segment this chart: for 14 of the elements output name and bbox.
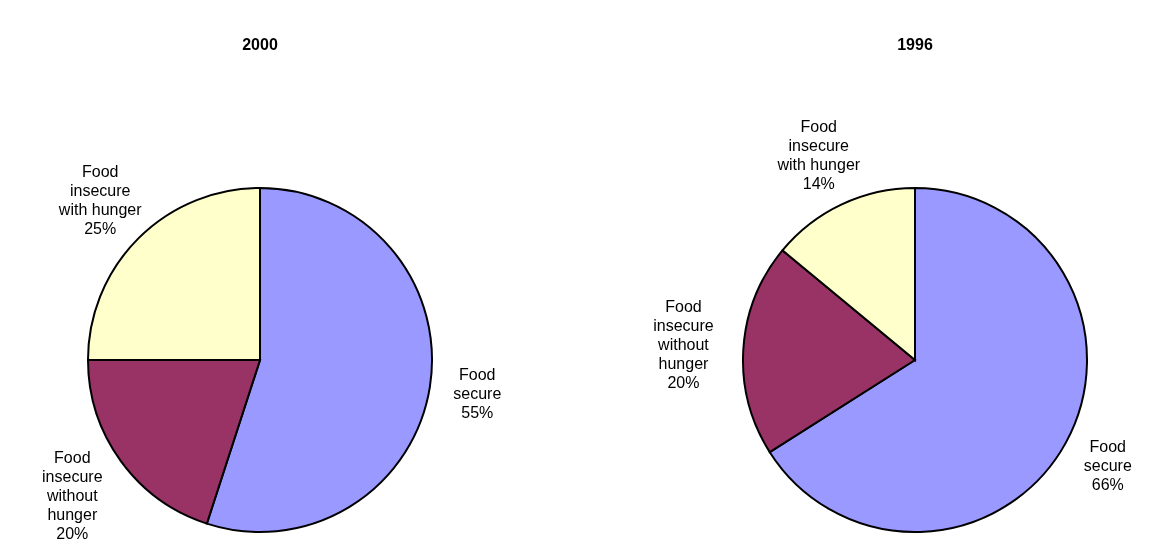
data-label: 55% [461,404,494,422]
chart-title: 2000 [242,36,278,53]
data-label: 25% [84,219,117,237]
slice-label: Food insecure without hunger [42,449,103,524]
chart-title: 1996 [897,36,933,53]
slice-label: Food insecure without hunger [653,298,714,373]
data-label: 66% [1091,475,1124,493]
slice-label: Food secure [1083,437,1132,474]
slice-label: Food insecure with hunger [57,162,143,218]
slice-label: Food insecure with hunger [776,118,861,174]
data-label: 20% [56,525,89,543]
data-label: 20% [667,374,700,392]
slice-label: Food secure [453,366,502,403]
data-label: 14% [802,175,835,193]
